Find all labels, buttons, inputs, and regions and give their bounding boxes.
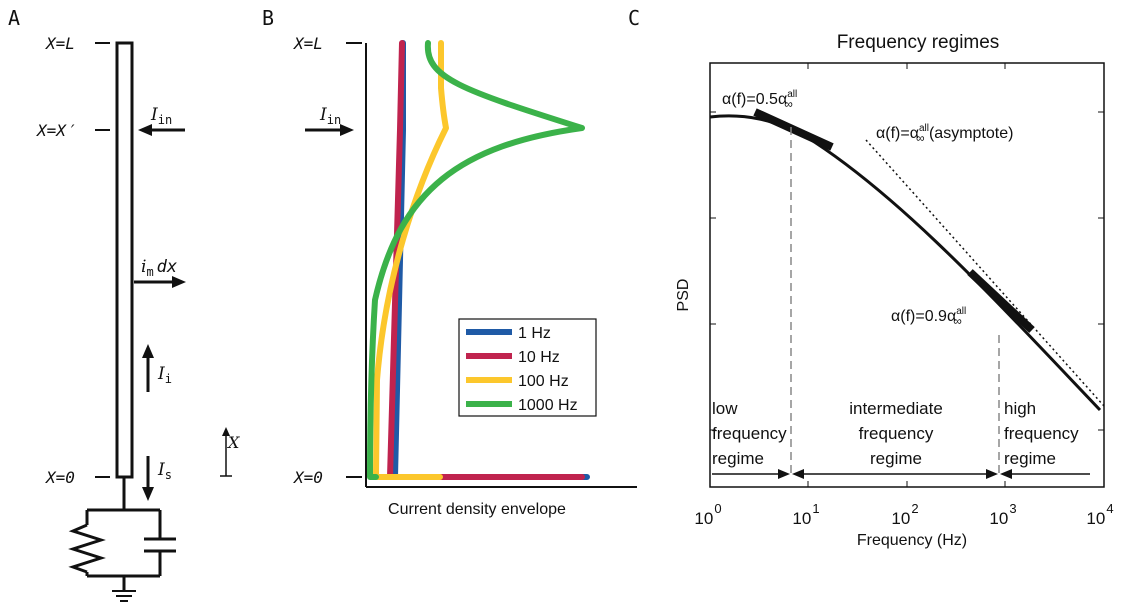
tangent-09 (967, 269, 1035, 333)
b-curves (367, 40, 590, 480)
legend-label-10hz: 10 Hz (518, 349, 560, 366)
panel-c-label: C (628, 6, 640, 30)
panel-b-label: B (262, 6, 274, 30)
label-x-eq-0: X=0 (45, 468, 75, 487)
legend-label-1000hz: 1000 Hz (518, 397, 578, 414)
panel-b: B X=L X=0 Iin 1 Hz 10 Hz 100 Hz (262, 6, 637, 518)
resistor-icon (68, 523, 106, 574)
curve-10hz (387, 40, 585, 480)
arrowhead-mid-left (792, 469, 804, 479)
legend-item-100hz: 100 Hz (466, 373, 569, 390)
arrowhead-high-left (1000, 469, 1012, 479)
legend-item-1000hz: 1000 Hz (466, 397, 578, 414)
c-y-ticks (710, 111, 1104, 431)
c-xticklabel-0: 100 (694, 501, 721, 528)
b-i-in-arrowhead (340, 124, 354, 136)
b-xlabel: Current density envelope (388, 501, 566, 518)
c-xticklabel-1: 101 (792, 501, 819, 528)
arrowhead-low-right (778, 469, 790, 479)
arrowhead-mid-right (986, 469, 998, 479)
legend-box (458, 318, 597, 417)
i-in-arrowhead (138, 124, 152, 136)
regime-mid-line2: frequency (859, 424, 934, 443)
i-i-arrowhead (142, 344, 154, 358)
regime-high-line1: high (1004, 399, 1036, 418)
psd-curve (709, 114, 1102, 412)
i-s-arrowhead (142, 487, 154, 501)
curve-100hz (373, 40, 449, 480)
tangent-05 (753, 108, 834, 151)
b-label-x-eq-l: X=L (293, 34, 323, 53)
c-ylabel: PSD (675, 279, 692, 312)
c-xlabel: Frequency (Hz) (857, 532, 967, 549)
c-x-ticks (807, 63, 1006, 487)
regime-arrowheads (778, 469, 1012, 479)
regime-low-label: low frequency regime (712, 399, 787, 468)
i-s-label: Is (157, 460, 172, 482)
regime-mid-line1: intermediate (849, 399, 943, 418)
panel-a: A X=L X=X′ X=0 Iin im dx Ii Is X (8, 6, 240, 602)
legend-label-100hz: 100 Hz (518, 373, 569, 390)
regime-high-line3: regime (1004, 449, 1056, 468)
c-xticklabel-2: 102 (891, 501, 918, 528)
i-m-dx-label: im dx (141, 257, 178, 279)
legend-item-10hz: 10 Hz (466, 349, 560, 366)
c-title: Frequency regimes (837, 32, 1000, 53)
legend-label-1hz: 1 Hz (518, 325, 551, 342)
i-m-arrowhead (172, 276, 186, 288)
curve-1000hz (367, 40, 585, 480)
regime-intermediate-label: intermediate frequency regime (849, 399, 943, 468)
x-dir-arrowhead (222, 427, 230, 436)
regime-high-label: high frequency regime (1004, 399, 1079, 468)
annot-asymptote: α(f)=αall ∞ (asymptote) (876, 123, 1013, 145)
i-i-label: Ii (157, 364, 172, 386)
label-x-eq-l: X=L (45, 34, 75, 53)
asymptote-line (865, 139, 1105, 407)
b-i-in-label: Iin (319, 105, 341, 127)
annot-alpha-05: α(f)=0.5αall ∞ (722, 89, 797, 111)
cable (115, 41, 134, 479)
legend-item-1hz: 1 Hz (466, 325, 551, 342)
regime-mid-line3: regime (870, 449, 922, 468)
i-in-label: Iin (150, 105, 172, 127)
b-label-x-eq-0: X=0 (293, 468, 323, 487)
x-dir-label: X (226, 433, 240, 452)
ground-icon (112, 590, 136, 602)
c-xticklabel-4: 104 (1086, 501, 1113, 528)
c-xticklabel-3: 103 (989, 501, 1016, 528)
regime-high-line2: frequency (1004, 424, 1079, 443)
label-x-eq-xprime: X=X′ (36, 121, 76, 140)
regime-low-line2: frequency (712, 424, 787, 443)
annot-alpha-09: α(f)=0.9αall ∞ (891, 306, 966, 328)
panel-c: C Frequency regimes 100 101 102 103 (628, 6, 1114, 549)
soma-circuit (68, 477, 176, 591)
panel-a-label: A (8, 6, 20, 30)
regime-low-line1: low (712, 399, 738, 418)
regime-low-line3: regime (712, 449, 764, 468)
